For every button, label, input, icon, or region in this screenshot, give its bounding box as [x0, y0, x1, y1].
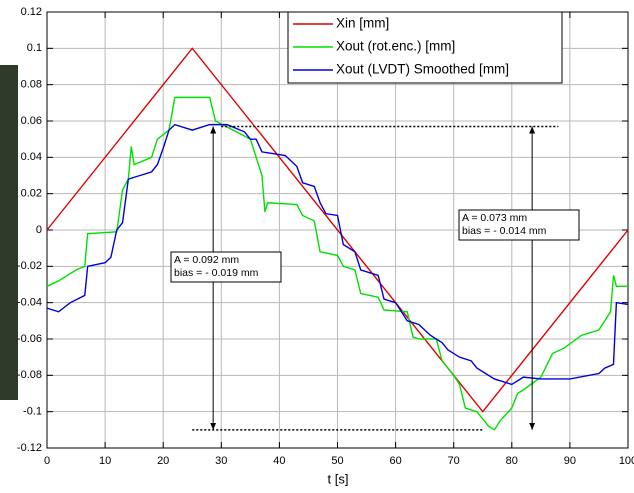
y-tick-label: -0.02: [17, 260, 42, 272]
y-tick-label: 0.02: [21, 188, 42, 200]
x-tick-label: 20: [157, 455, 169, 467]
y-tick-label: 0.1: [27, 42, 42, 54]
y-tick-label: -0.08: [17, 369, 42, 381]
annotation-box: [170, 251, 282, 283]
y-tick-label: 0.12: [21, 6, 42, 18]
y-tick-label: 0.06: [21, 115, 42, 127]
x-tick-label: 90: [564, 455, 576, 467]
annotation-text: bias = - 0.014 mm: [462, 225, 547, 237]
y-tick-label: 0.04: [21, 151, 42, 163]
x-tick-label: 50: [331, 455, 343, 467]
x-tick-label: 80: [506, 455, 518, 467]
series-line: [46, 47, 629, 413]
y-tick-label: -0.12: [17, 442, 42, 454]
x-tick-label: 10: [99, 455, 111, 467]
annotation-text: bias = - 0.019 mm: [174, 267, 259, 279]
legend-label: Xout (rot.enc.) [mm]: [336, 39, 455, 54]
x-tick-label: 0: [44, 455, 50, 467]
annotation-text: A = 0.073 mm: [462, 212, 527, 224]
y-tick-label: 0: [36, 224, 42, 236]
legend-label: Xout (LVDT) Smoothed [mm]: [336, 62, 509, 77]
series-line: [46, 96, 628, 431]
annotation-text: A = 0.092 mm: [174, 254, 239, 266]
annotation-box: [458, 209, 580, 241]
series-line: [46, 123, 629, 386]
legend-box: [287, 11, 563, 84]
x-tick-label: 70: [448, 455, 460, 467]
x-tick-label: 100: [619, 455, 634, 467]
legend-label: Xin [mm]: [336, 16, 389, 31]
y-tick-label: -0.1: [23, 406, 42, 418]
x-tick-label: 30: [215, 455, 227, 467]
x-axis-label: t [s]: [328, 471, 349, 486]
y-tick-label: -0.04: [17, 297, 42, 309]
x-tick-label: 60: [389, 455, 401, 467]
x-tick-label: 40: [273, 455, 285, 467]
y-tick-label: 0.08: [21, 79, 42, 91]
cropped-photo: [0, 65, 18, 400]
y-tick-label: -0.06: [17, 333, 42, 345]
